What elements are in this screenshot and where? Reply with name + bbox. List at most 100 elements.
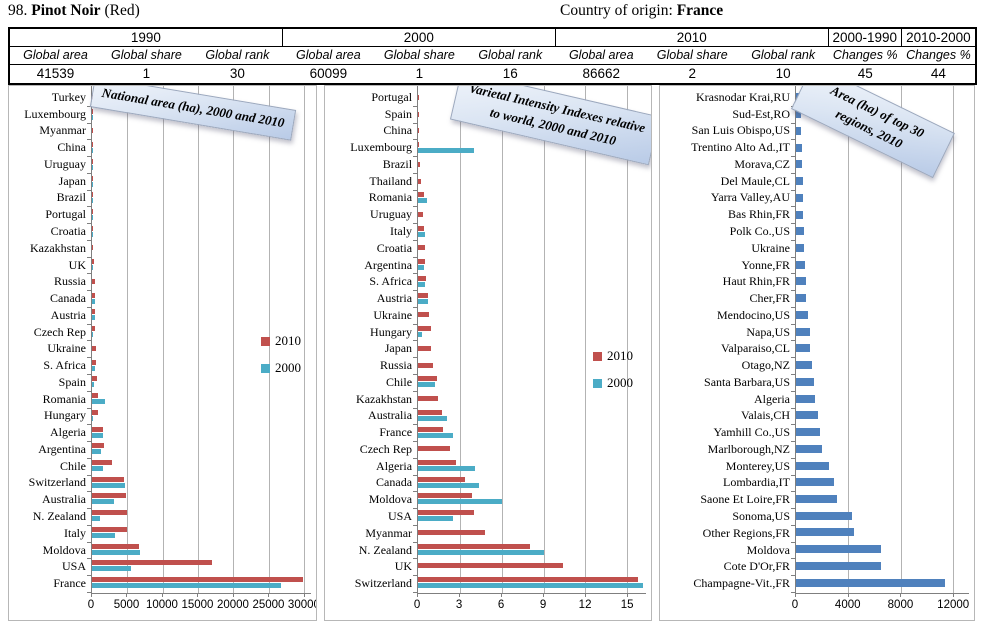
bar-2000 [418, 382, 436, 388]
bar-2010 [418, 563, 564, 569]
bar-row [92, 574, 311, 591]
bar-2010 [92, 376, 98, 382]
axis-tick [900, 594, 902, 597]
category-label: Otago,NZ [660, 357, 795, 375]
axis-tick [953, 594, 955, 597]
bar-row [92, 474, 311, 491]
category-label: Sonoma,US [660, 508, 795, 526]
category-label: Moldova [660, 542, 795, 560]
bar-row [796, 223, 969, 240]
bar-2010 [92, 409, 98, 415]
bar-row [418, 507, 646, 524]
value-axis: 0 4000 8000 12000 [792, 594, 969, 620]
bar-2010 [418, 446, 451, 452]
chart-panel-national-area: National area (ha), 2000 and 2010 Turkey… [8, 85, 318, 621]
category-label: Other Regions,FR [660, 525, 795, 543]
bar-row [418, 206, 646, 223]
axis-tick [459, 594, 461, 597]
bar-2010 [796, 377, 815, 386]
gridline [459, 86, 461, 593]
axis-tick [268, 594, 270, 597]
gridline [585, 86, 587, 593]
category-label: Romania [9, 391, 91, 409]
category-label: S. Africa [325, 273, 418, 291]
bar-2010 [418, 543, 530, 549]
bar-2000 [92, 532, 116, 538]
category-label: Switzerland [9, 475, 91, 493]
value-axis: 0 3 6 9 12 15 [413, 594, 646, 620]
bar-row [796, 106, 969, 123]
value-row: 41539 1 30 60099 1 16 86662 2 10 45 44 [10, 65, 975, 83]
gridline [627, 86, 629, 593]
legend-label: 2010 [275, 333, 301, 348]
bar-row [418, 189, 646, 206]
col-header: Global area [296, 48, 361, 62]
bar-2010 [796, 528, 854, 537]
category-label: Russia [9, 273, 91, 291]
axis-tick-label: 0 [413, 599, 421, 611]
bar-row [92, 323, 311, 340]
legend-label: 2010 [607, 348, 634, 363]
bar-2000 [418, 148, 474, 154]
legend-item-2000: 2000 [593, 375, 633, 391]
category-label: Portugal [9, 206, 91, 224]
category-label: Monterey,US [660, 458, 795, 476]
bar-2000 [418, 231, 425, 237]
gridline [162, 86, 164, 593]
bar-2000 [92, 449, 101, 455]
bar-2010 [796, 411, 818, 420]
bar-2000 [92, 482, 126, 488]
category-label: Spain [325, 106, 418, 124]
bar-row [418, 541, 646, 558]
bar-2010 [92, 259, 94, 265]
category-label: Moldova [325, 491, 418, 509]
bar-row [418, 139, 646, 156]
bar-2000 [92, 583, 281, 589]
bar-2010 [796, 494, 837, 503]
category-label: Champagne-Vit.,FR [660, 575, 795, 593]
bar-2010 [92, 493, 126, 499]
category-label: Santa Barbara,US [660, 374, 795, 392]
table-value: 10 [775, 66, 791, 81]
category-label: N. Zealand [9, 508, 91, 526]
table-value: 60099 [309, 66, 348, 81]
bar-2010 [418, 178, 421, 184]
bar-row [92, 290, 311, 307]
bar-2010 [796, 478, 834, 487]
origin-value: France [676, 2, 724, 19]
bar-2010 [418, 212, 423, 217]
legend-item-2000: 2000 [261, 360, 301, 376]
category-label: Chile [325, 374, 418, 392]
category-label: Argentina [325, 257, 418, 275]
category-label: Moldova [9, 542, 91, 560]
bar-row [92, 106, 311, 123]
category-label: Polk Co.,US [660, 223, 795, 241]
bar-row [418, 307, 646, 324]
plot-bars [795, 86, 969, 594]
category-label: Morava,CZ [660, 156, 795, 174]
bar-row [92, 173, 311, 190]
bar-row [796, 273, 969, 290]
bar-row [92, 357, 311, 374]
axis-tick-label: 4000 [834, 599, 861, 611]
category-label: Yonne,FR [660, 257, 795, 275]
category-label: UK [325, 558, 418, 576]
change-header-2010-2000: 2010-2000 [906, 30, 971, 45]
bar-row [418, 373, 646, 390]
category-label: Argentina [9, 441, 91, 459]
gridline [303, 86, 305, 593]
category-label: S. Africa [9, 357, 91, 375]
bar-row [796, 256, 969, 273]
legend-swatch-2010 [593, 351, 603, 361]
plot-bars [91, 86, 312, 594]
category-label: Marlborough,NZ [660, 441, 795, 459]
axis-tick-label: 9 [539, 599, 547, 611]
bar-row [92, 373, 311, 390]
bar-2010 [796, 227, 804, 236]
bar-row [418, 357, 646, 374]
gridline [127, 86, 129, 593]
bar-2010 [796, 327, 810, 336]
summary-table: 1990 2000 2010 2000-1990 2010-2000 Globa… [8, 27, 977, 85]
table-value: 44 [930, 66, 946, 81]
